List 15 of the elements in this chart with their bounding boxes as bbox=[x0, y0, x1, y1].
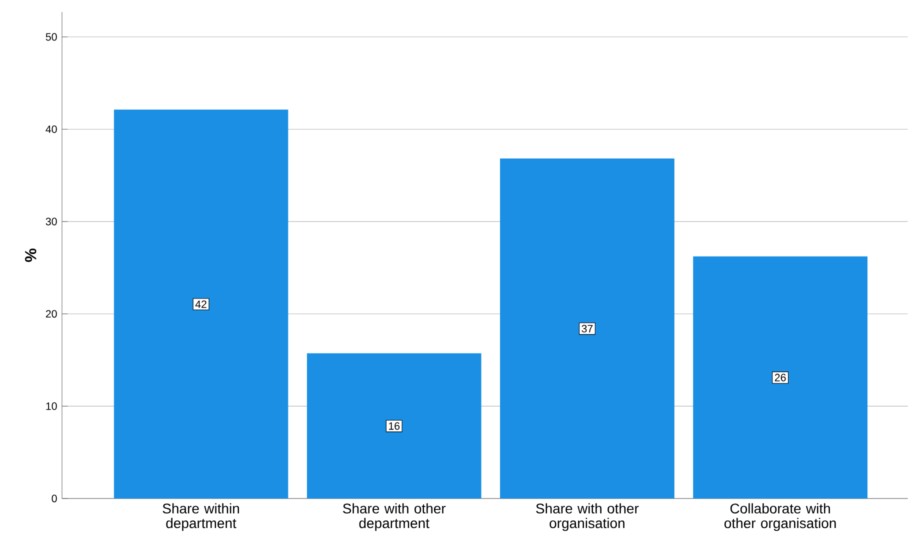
x-tick-label: Share with other department bbox=[343, 503, 446, 532]
y-tick-label: 30 bbox=[46, 218, 57, 226]
y-axis-title: % bbox=[25, 248, 36, 262]
x-tick-label: Collaborate with other organisation bbox=[724, 503, 836, 532]
data-label: 37 bbox=[582, 325, 593, 333]
x-tick-label: Share within department bbox=[162, 503, 239, 532]
y-tick-label: 40 bbox=[46, 126, 57, 134]
data-label: 16 bbox=[388, 422, 400, 430]
y-tick-label: 10 bbox=[46, 402, 57, 410]
y-tick-label: 20 bbox=[46, 310, 57, 318]
data-label: 26 bbox=[774, 374, 786, 382]
data-label: 42 bbox=[195, 300, 206, 308]
y-tick-label: 50 bbox=[46, 33, 57, 41]
x-tick-label: Share with other organisation bbox=[536, 503, 639, 532]
y-tick-label: 0 bbox=[52, 494, 57, 503]
